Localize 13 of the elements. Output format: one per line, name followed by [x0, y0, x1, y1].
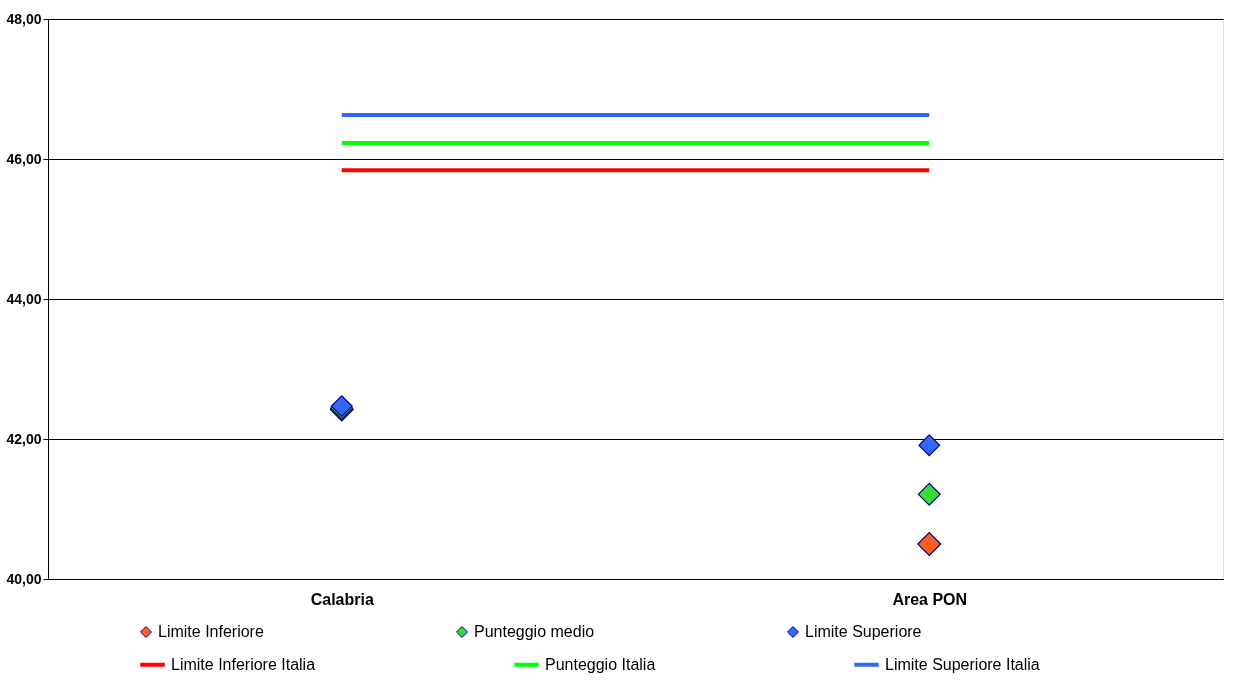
y-tick-label: 42,00	[6, 430, 42, 447]
y-tick-label: 40,00	[6, 570, 42, 587]
y-tick-label: 46,00	[6, 150, 42, 167]
y-tick-label: 44,00	[6, 290, 42, 307]
y-tick-label: 48,00	[6, 10, 42, 27]
x-tick-label: Area PON	[892, 590, 968, 608]
legend-label: Limite Superiore	[805, 623, 922, 640]
legend-label: Punteggio Italia	[545, 655, 656, 673]
legend-label: Limite Inferiore	[158, 623, 264, 640]
legend-label: Limite Superiore Italia	[885, 655, 1040, 673]
legend-label: Limite Inferiore Italia	[171, 655, 316, 673]
x-tick-label: Calabria	[310, 590, 374, 608]
legend-label: Punteggio medio	[474, 623, 595, 640]
